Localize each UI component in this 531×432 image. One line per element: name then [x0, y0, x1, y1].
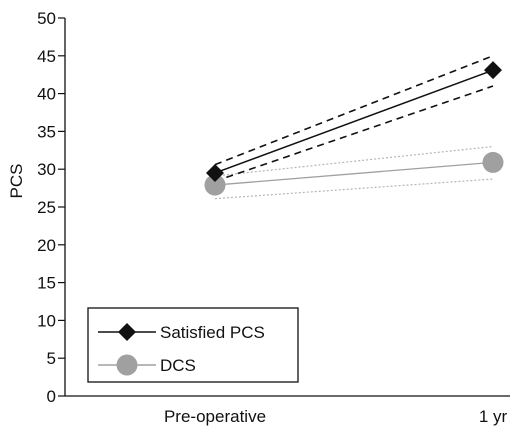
legend: Satisfied PCS DCS: [87, 307, 299, 383]
y-tick-label: 10: [37, 311, 56, 330]
legend-marker: [116, 354, 138, 376]
data-markers: [204, 61, 504, 196]
y-tick-label: 35: [37, 122, 56, 141]
x-tick-label: 1 yr: [479, 407, 508, 426]
y-tick-label: 40: [37, 85, 56, 104]
legend-marker: [118, 323, 136, 341]
confidence-bands: [214, 55, 494, 200]
data-point: [484, 61, 502, 80]
series-line: [214, 69, 494, 174]
y-tick-label: 0: [47, 387, 56, 406]
y-tick-label: 25: [37, 198, 56, 217]
legend-label: Satisfied PCS: [160, 323, 265, 342]
ci-line: [214, 85, 494, 183]
y-tick-label: 15: [37, 274, 56, 293]
ci-line: [214, 55, 494, 166]
x-tick-label: Pre-operative: [164, 407, 266, 426]
y-tick-label: 5: [47, 349, 56, 368]
ci-line: [214, 145, 494, 177]
data-point: [206, 163, 224, 182]
data-point: [482, 151, 504, 173]
y-tick-label: 45: [37, 47, 56, 66]
axes: 0 5 10 15 20 25 30 35 40 45 50 Pre-operative 1 yr: [37, 9, 510, 426]
data-point: [204, 174, 226, 196]
y-tick-label: 50: [37, 9, 56, 28]
y-tick-label: 20: [37, 236, 56, 255]
ci-line: [214, 178, 494, 200]
y-axis-label: PCS: [7, 164, 26, 199]
series-lines: [214, 69, 494, 186]
series-line: [214, 161, 494, 186]
legend-label: DCS: [160, 356, 196, 375]
y-tick-label: 30: [37, 160, 56, 179]
